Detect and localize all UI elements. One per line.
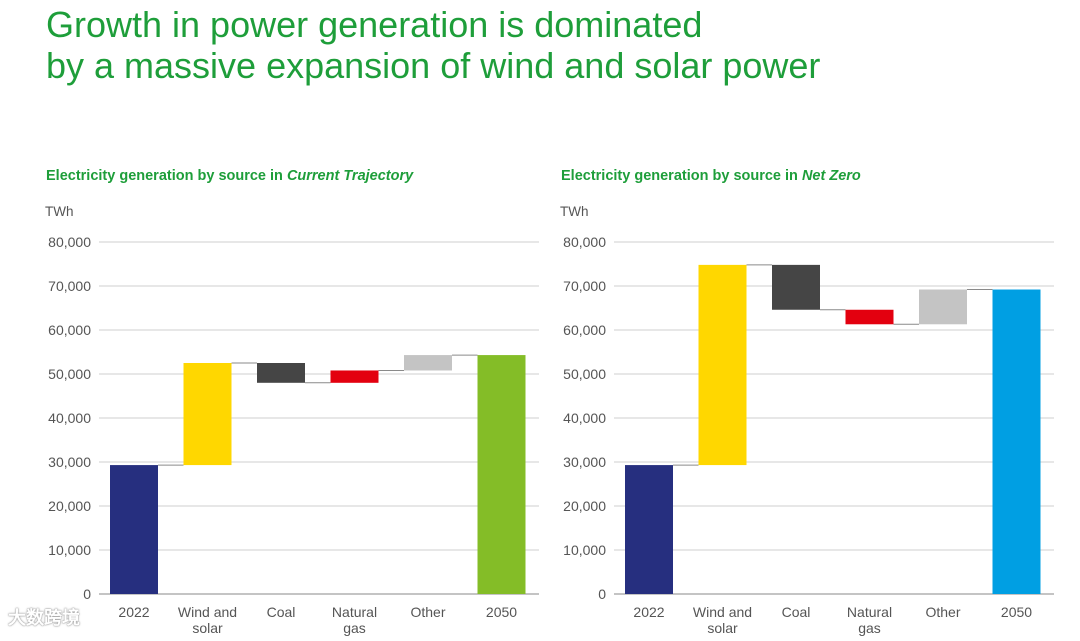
x-tick-label-line: Other	[925, 604, 960, 620]
x-tick-label: Wind and solar	[178, 604, 237, 636]
x-tick-label-line: Coal	[782, 604, 811, 620]
waterfall-chart-net-zero: TWh 0 10,000 20,000 30,000 40,000 50,000 60,000…	[560, 204, 1054, 636]
x-tick-label-line: Wind and	[178, 604, 237, 620]
page-title-line-1: Growth in power generation is dominated	[46, 4, 703, 45]
chart-title-prefix: Electricity generation by source in	[561, 168, 802, 184]
y-tick-label: 40,000	[48, 410, 91, 426]
watermark-text: 大数跨境	[8, 608, 80, 629]
y-tick-label: 0	[83, 586, 91, 602]
x-tick-label: Coal	[267, 604, 296, 620]
y-axis-unit-label: TWh	[45, 204, 74, 219]
bar-other	[404, 355, 452, 371]
x-tick-label-line: 2022	[633, 604, 664, 620]
y-tick-label: 40,000	[563, 410, 606, 426]
bar-other	[919, 289, 967, 325]
y-tick-label: 70,000	[48, 278, 91, 294]
bar-2022	[110, 465, 158, 594]
x-tick-label: Coal	[782, 604, 811, 620]
x-tick-label: 2050	[486, 604, 517, 620]
x-tick-label: 2050	[1001, 604, 1032, 620]
x-tick-label-line: Natural	[847, 604, 892, 620]
y-tick-label: 50,000	[48, 366, 91, 382]
bar-wind-and-solar	[698, 264, 747, 466]
y-tick-label: 30,000	[48, 454, 91, 470]
y-tick-label: 0	[598, 586, 606, 602]
bar-2022	[625, 465, 673, 594]
x-tick-label: Wind and solar	[693, 604, 752, 636]
y-tick-label: 60,000	[48, 322, 91, 338]
bar-natural-gas	[845, 309, 894, 325]
x-tick-label: Other	[925, 604, 960, 620]
watermark-logo: 大数跨境	[8, 604, 80, 630]
x-tick-label: Natural gas	[332, 604, 377, 636]
x-tick-label-line: Other	[410, 604, 445, 620]
y-tick-label: 10,000	[563, 542, 606, 558]
x-tick-label-line: gas	[343, 620, 366, 636]
chart-title-prefix: Electricity generation by source in	[46, 168, 287, 184]
x-tick-label-line: solar	[707, 620, 738, 636]
y-tick-label: 80,000	[48, 234, 91, 250]
x-tick-label: Other	[410, 604, 445, 620]
chart-title-scenario: Current Trajectory	[286, 168, 414, 184]
y-tick-label: 80,000	[563, 234, 606, 250]
page-title: Growth in power generation is dominated …	[46, 4, 820, 86]
chart-title-scenario: Net Zero	[801, 168, 861, 184]
bar-2050	[992, 289, 1041, 594]
x-tick-label-line: solar	[192, 620, 223, 636]
y-tick-label: 60,000	[563, 322, 606, 338]
x-tick-label-line: 2050	[1001, 604, 1032, 620]
bar-natural-gas	[330, 370, 379, 383]
x-tick-label: 2022	[118, 604, 149, 620]
page-title-line-2: by a massive expansion of wind and solar…	[46, 45, 821, 86]
y-tick-label: 10,000	[48, 542, 91, 558]
x-tick-label-line: gas	[858, 620, 881, 636]
x-tick-label: 2022	[633, 604, 664, 620]
x-tick-label-line: Coal	[267, 604, 296, 620]
waterfall-chart-current-trajectory: TWh 0 10,000 20,000 30,000 40,000 50,000 60,000…	[45, 204, 539, 636]
y-tick-label: 70,000	[563, 278, 606, 294]
x-tick-label: Natural gas	[847, 604, 892, 636]
y-tick-label: 20,000	[48, 498, 91, 514]
x-tick-label-line: 2050	[486, 604, 517, 620]
bar-2050	[477, 355, 526, 594]
x-tick-label-line: Wind and	[693, 604, 752, 620]
bar-coal	[257, 363, 305, 383]
bar-wind-and-solar	[183, 363, 232, 466]
y-tick-label: 20,000	[563, 498, 606, 514]
chart-title-current-trajectory: Electricity generation by source in Curr…	[46, 168, 413, 184]
bar-coal	[772, 264, 820, 310]
x-tick-label-line: 2022	[118, 604, 149, 620]
chart-title-net-zero: Electricity generation by source in Net …	[561, 168, 861, 184]
y-axis-unit-label: TWh	[560, 204, 589, 219]
y-tick-label: 30,000	[563, 454, 606, 470]
y-tick-label: 50,000	[563, 366, 606, 382]
x-tick-label-line: Natural	[332, 604, 377, 620]
